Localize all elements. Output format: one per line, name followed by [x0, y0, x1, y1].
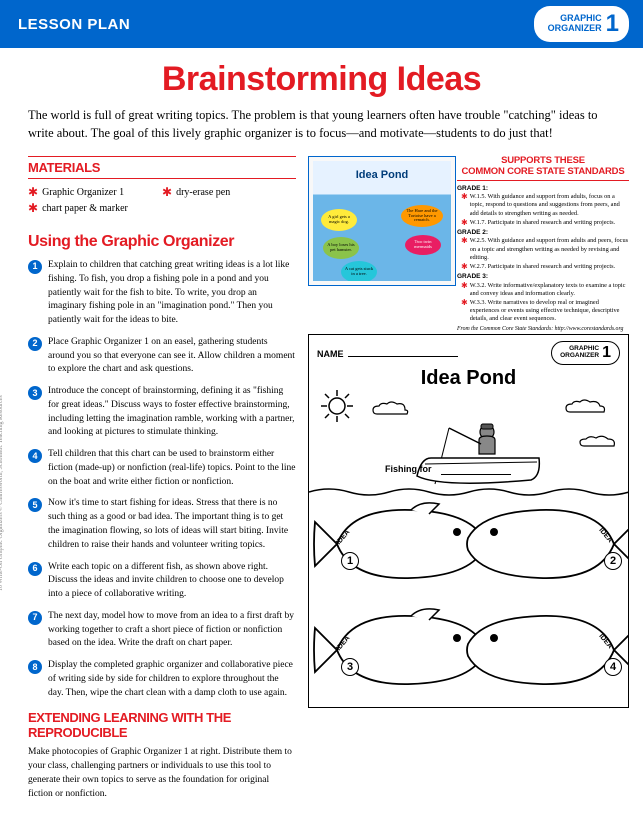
badge-label: GRAPHIC ORGANIZER	[548, 14, 602, 34]
step-item: 1Explain to children that catching great…	[28, 259, 296, 328]
water-line	[309, 484, 629, 498]
cloud-icon	[578, 434, 618, 450]
preview-inner: Idea Pond A girl gets a magic dog. The H…	[313, 161, 451, 281]
std-item: ✱W.2.5. With guidance and support from a…	[461, 237, 629, 262]
header-title: LESSON PLAN	[18, 16, 130, 33]
preview-thumbnail: Idea Pond A girl gets a magic dog. The H…	[308, 156, 456, 286]
main-title: Brainstorming Ideas	[0, 60, 643, 99]
fish-icon	[311, 498, 487, 592]
step-number: 8	[28, 660, 42, 674]
step-item: 8Display the completed graphic organizer…	[28, 659, 296, 700]
fish-icon	[311, 604, 487, 698]
cloud-icon	[371, 400, 411, 418]
preview-fish: A girl gets a magic dog.	[321, 209, 357, 231]
ws-header: NAME GRAPHIC ORGANIZER 1	[317, 341, 620, 365]
using-heading: Using the Graphic Organizer	[28, 233, 296, 251]
star-icon: ✱	[28, 201, 38, 215]
page: LESSON PLAN GRAPHIC ORGANIZER 1 Brainsto…	[0, 0, 643, 814]
star-icon: ✱	[461, 282, 468, 298]
ws-title: Idea Pond	[317, 367, 620, 390]
star-icon: ✱	[461, 193, 468, 218]
star-icon: ✱	[162, 185, 172, 199]
std-item: ✱W.2.7. Participate in shared research a…	[461, 263, 629, 271]
std-item: ✱W.3.3. Write narratives to develop real…	[461, 299, 629, 324]
intro-text: The world is full of great writing topic…	[0, 107, 643, 156]
step-item: 7The next day, model how to move from an…	[28, 610, 296, 651]
step-number: 7	[28, 611, 42, 625]
preview-fish: The Hare and the Tortoise have a rematch…	[401, 205, 443, 227]
std-item: ✱W.1.5. With guidance and support from a…	[461, 193, 629, 218]
ws-scene: Fishing for IDEA 1 IDEA 2 IDEA 3 IDEA 4	[317, 394, 620, 704]
side-credit: 10 Write-On Graphic Organizers © Charles…	[0, 395, 4, 591]
fishing-label: Fishing for	[385, 464, 432, 474]
step-item: 6Write each topic on a different fish, a…	[28, 561, 296, 602]
extending-text: Make photocopies of Graphic Organizer 1 …	[28, 746, 296, 801]
material-item: ✱Graphic Organizer 1	[28, 185, 162, 201]
step-item: 5Now it's time to start fishing for idea…	[28, 497, 296, 552]
content: MATERIALS ✱Graphic Organizer 1 ✱dry-eras…	[0, 156, 643, 814]
step-number: 6	[28, 562, 42, 576]
badge-num: 1	[606, 10, 619, 38]
material-item: ✱chart paper & marker	[28, 201, 162, 217]
header-bar: LESSON PLAN GRAPHIC ORGANIZER 1	[0, 0, 643, 48]
worksheet: NAME GRAPHIC ORGANIZER 1 Idea Pond	[308, 334, 629, 708]
ws-badge: GRAPHIC ORGANIZER 1	[551, 341, 620, 365]
standards-heading: SUPPORTS THESE COMMON CORE STATE STANDAR…	[457, 156, 629, 181]
standards-footer: From the Common Core State Standards: ht…	[457, 326, 629, 334]
extending-heading: EXTENDING LEARNING WITH THE REPRODUCIBLE	[28, 710, 296, 740]
standards-box: SUPPORTS THESE COMMON CORE STATE STANDAR…	[457, 156, 629, 334]
grade-label: GRADE 2:	[457, 229, 629, 237]
fish-num: 4	[604, 658, 622, 676]
std-item: ✱W.3.2. Write informative/explanatory te…	[461, 282, 629, 298]
left-column: MATERIALS ✱Graphic Organizer 1 ✱dry-eras…	[28, 156, 296, 802]
fish-num: 3	[341, 658, 359, 676]
step-number: 2	[28, 337, 42, 351]
preview-fish: Two twin mermaids	[405, 235, 441, 255]
fish-icon	[464, 498, 629, 592]
ws-name-field: NAME	[317, 347, 458, 359]
std-item: ✱W.1.7. Participate in shared research a…	[461, 219, 629, 227]
step-item: 3Introduce the concept of brainstorming,…	[28, 385, 296, 440]
sun-icon	[319, 388, 355, 424]
fish-num: 2	[604, 552, 622, 570]
grade-label: GRADE 1:	[457, 185, 629, 193]
cloud-icon	[564, 398, 608, 416]
materials-heading: MATERIALS	[28, 156, 296, 179]
preview-title: Idea Pond	[313, 169, 451, 181]
star-icon: ✱	[461, 237, 468, 262]
fish-icon	[464, 604, 629, 698]
step-item: 4Tell children that this chart can be us…	[28, 448, 296, 489]
preview-fish: A boy loses his pet hamster.	[323, 237, 359, 259]
step-number: 1	[28, 260, 42, 274]
materials-list: ✱Graphic Organizer 1 ✱dry-erase pen ✱cha…	[28, 185, 296, 217]
fish-num: 1	[341, 552, 359, 570]
boat-icon	[411, 418, 551, 488]
step-item: 2Place Graphic Organizer 1 on an easel, …	[28, 336, 296, 377]
grade-label: GRADE 3:	[457, 273, 629, 281]
star-icon: ✱	[28, 185, 38, 199]
standards-body: GRADE 1: ✱W.1.5. With guidance and suppo…	[457, 185, 629, 334]
star-icon: ✱	[461, 219, 468, 227]
star-icon: ✱	[461, 299, 468, 324]
name-line	[348, 347, 458, 357]
star-icon: ✱	[461, 263, 468, 271]
preview-fish: A cat gets stuck in a tree.	[341, 261, 377, 281]
step-number: 5	[28, 498, 42, 512]
right-column: Idea Pond A girl gets a magic dog. The H…	[308, 156, 629, 802]
fishing-blank	[441, 474, 511, 475]
header-badge: GRAPHIC ORGANIZER 1	[534, 6, 629, 42]
step-number: 3	[28, 386, 42, 400]
material-item: ✱dry-erase pen	[162, 185, 296, 201]
step-number: 4	[28, 449, 42, 463]
